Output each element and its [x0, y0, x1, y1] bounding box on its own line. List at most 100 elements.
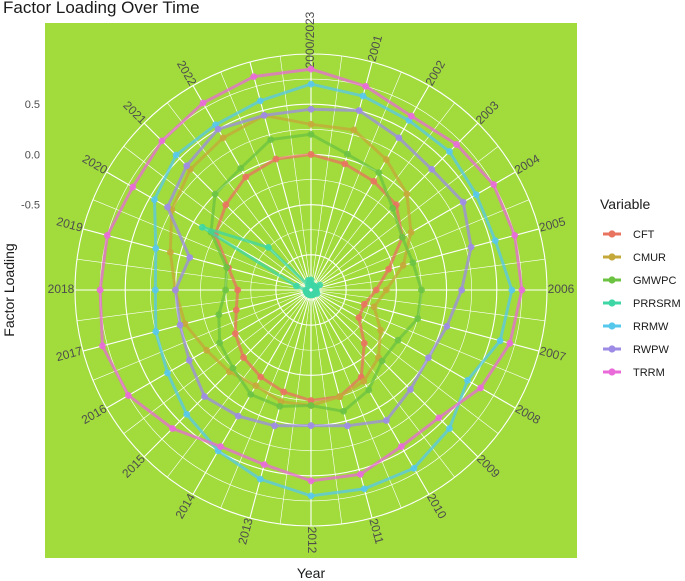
legend-label: RWPW	[633, 344, 669, 356]
data-point	[511, 232, 519, 239]
year-tick-label: 2000/2023	[303, 11, 317, 68]
data-point	[360, 339, 368, 347]
data-point	[183, 162, 191, 170]
loading-tick-label: 0.5	[25, 99, 40, 111]
data-point	[425, 354, 432, 362]
series-lines	[96, 65, 526, 500]
data-point	[414, 315, 422, 322]
data-point	[506, 339, 514, 347]
data-point	[186, 254, 194, 261]
data-point	[518, 286, 526, 294]
data-point	[508, 286, 516, 294]
data-point	[343, 422, 351, 430]
data-point	[459, 198, 467, 206]
data-point	[185, 356, 193, 364]
data-point	[360, 300, 368, 308]
grid-spoke	[310, 55, 343, 291]
grid-spoke	[92, 289, 312, 381]
data-point	[305, 276, 312, 284]
data-point	[360, 377, 368, 385]
data-point	[234, 286, 242, 294]
loading-tick-labels: 0.5 0.0 -0.5	[21, 99, 40, 211]
data-point	[103, 232, 111, 239]
data-point	[472, 191, 480, 198]
data-point	[169, 425, 176, 432]
data-point	[435, 414, 443, 422]
data-point	[201, 393, 208, 400]
data-point	[362, 82, 369, 90]
data-point	[211, 190, 219, 198]
legend-item-cmur: CMUR	[603, 252, 666, 264]
data-point	[446, 425, 453, 432]
year-tick-label: 2005	[538, 214, 568, 235]
data-point	[307, 65, 315, 73]
data-point	[272, 155, 280, 163]
data-point	[382, 417, 390, 424]
data-point	[408, 112, 415, 120]
data-point	[203, 346, 211, 354]
grid-spoke	[310, 289, 455, 478]
data-point	[307, 151, 315, 158]
data-point	[247, 390, 255, 398]
data-point	[370, 177, 378, 185]
data-point	[237, 164, 245, 172]
year-tick-label: 2017	[55, 344, 85, 365]
year-tick-label: 2001	[365, 33, 386, 63]
data-point	[428, 165, 436, 173]
data-point	[222, 201, 230, 209]
legend-label: CFT	[633, 229, 655, 241]
data-point	[183, 410, 191, 418]
data-point	[378, 357, 386, 365]
data-point	[96, 286, 104, 294]
data-point	[257, 373, 265, 381]
loading-tick-label: -0.5	[21, 200, 40, 212]
data-point	[307, 105, 315, 113]
data-point	[129, 183, 137, 191]
data-point	[389, 204, 397, 212]
year-tick-label: 2012	[305, 527, 319, 554]
year-tick-label: 2011	[366, 517, 386, 546]
data-point	[280, 388, 288, 396]
data-point	[293, 282, 300, 290]
data-point	[355, 314, 363, 322]
grid-spoke	[92, 199, 312, 291]
data-point	[446, 148, 453, 155]
data-point	[336, 393, 343, 401]
data-point	[403, 190, 411, 198]
data-point	[271, 422, 279, 430]
series-trrm	[96, 65, 526, 485]
legend-title: Variable	[600, 196, 651, 212]
legend-item-gmwpc: GMWPC	[603, 275, 676, 287]
legend-key-point	[608, 299, 616, 307]
year-tick-label: 2007	[538, 344, 568, 365]
data-point	[219, 134, 227, 142]
legend-item-rrmw: RRMW	[603, 321, 669, 333]
data-point	[307, 80, 315, 88]
data-point	[365, 386, 373, 394]
data-point	[256, 97, 264, 105]
data-point	[395, 134, 403, 142]
data-point	[172, 286, 179, 294]
data-point	[355, 107, 363, 114]
grid-spoke	[220, 289, 312, 509]
data-point	[443, 322, 451, 330]
data-point	[307, 492, 315, 500]
data-point	[152, 328, 160, 335]
series-rwpw	[164, 105, 475, 430]
year-tick-label: 2006	[548, 282, 575, 296]
grid-spoke	[167, 102, 312, 291]
data-point	[496, 337, 504, 345]
legend-item-rwpw: RWPW	[603, 344, 669, 356]
data-point	[124, 392, 132, 399]
data-point	[232, 306, 240, 314]
data-point	[199, 99, 207, 107]
grid-spoke	[310, 199, 530, 291]
legend-item-trrm: TRRM	[603, 367, 665, 379]
grid-spoke	[310, 146, 499, 291]
legend-label: PRRSRM	[633, 298, 681, 310]
grid-spoke	[310, 258, 546, 291]
legend-label: GMWPC	[633, 275, 676, 287]
data-point	[464, 376, 471, 384]
year-tick-label: 2019	[55, 214, 85, 235]
